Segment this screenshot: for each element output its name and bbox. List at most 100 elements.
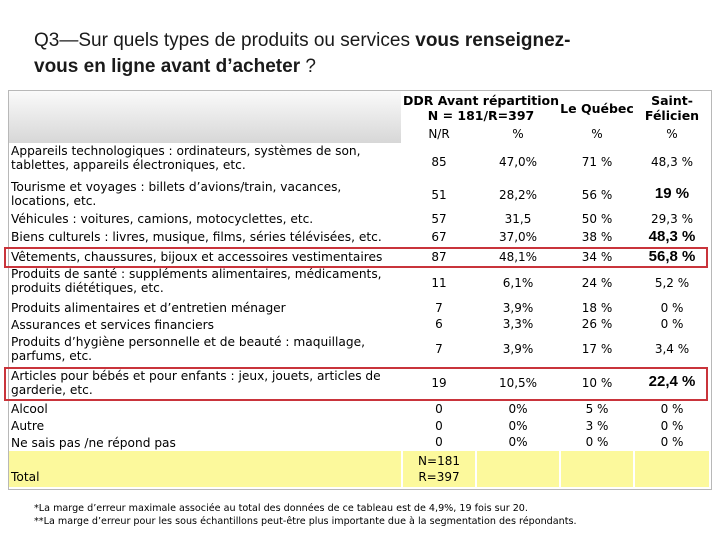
header-ddr: DDR Avant répartition N = 181/R=397 [403, 93, 559, 123]
cell-pct: 28,2% [498, 188, 538, 202]
cell-nr: 7 [435, 301, 443, 315]
row-label-hygiene: Produits d’hygiène personnelle et de bea… [11, 335, 401, 363]
row-label-assurances: Assurances et services financiers [11, 318, 214, 332]
table-frame [8, 90, 712, 490]
header-ddr-line2: N = 181/R=397 [427, 108, 535, 123]
label-header-gradient [9, 91, 401, 143]
subheader-pct: % [512, 127, 524, 141]
cell-qc: 38 % [581, 230, 613, 244]
header-quebec: Le Québec [560, 101, 634, 116]
row-label-total: Total [11, 470, 40, 484]
cell-nr: 87 [431, 250, 447, 264]
header-saint-felicien: Saint- Félicien [635, 93, 709, 123]
cell-sf: 48,3 % [651, 155, 693, 169]
cell-sf-emphasis: 19 % [654, 185, 690, 202]
cell-pct: 37,0% [498, 230, 538, 244]
header-ddr-line1: DDR Avant répartition [403, 93, 559, 108]
cell-qc: 50 % [581, 212, 613, 226]
row-label-line: locations, etc. [11, 194, 97, 209]
cell-pct: 0% [508, 402, 528, 416]
cell-sf: 29,3 % [651, 212, 693, 226]
row-label-alcool: Alcool [11, 402, 48, 416]
highlight-vetements-row [4, 247, 708, 268]
cell-qc: 24 % [581, 276, 613, 290]
row-label-nsp: Ne sais pas /ne répond pas [11, 436, 176, 450]
total-n-line1: N=181 [418, 454, 460, 468]
cell-sf: 0 % [660, 435, 684, 449]
cell-sf: 0 % [660, 317, 684, 331]
cell-qc: 56 % [581, 188, 613, 202]
cell-nr: 0 [435, 419, 443, 433]
cell-qc: 0 % [585, 435, 609, 449]
row-label-line: Appareils technologiques : ordinateurs, … [11, 144, 361, 158]
cell-nr: 57 [431, 212, 447, 226]
row-label-vehicules: Véhicules : voitures, camions, motocycle… [11, 212, 314, 226]
total-sf-band [635, 451, 709, 487]
row-label-line: Produits de santé : suppléments alimenta… [11, 267, 382, 281]
header-stfel-line2: Félicien [644, 108, 700, 123]
total-n-line2: R=397 [418, 470, 460, 484]
cell-sf: 0 % [660, 301, 684, 315]
cell-sf: 5,2 % [654, 276, 690, 290]
cell-qc: 5 % [585, 402, 609, 416]
cell-nr: 85 [431, 155, 447, 169]
cell-pct: 0% [508, 435, 528, 449]
row-label-tourisme: Tourisme et voyages : billets d’avions/t… [11, 180, 401, 208]
title-prefix: Q3—Sur quels types de produits ou servic… [34, 30, 416, 51]
cell-nr: 0 [435, 435, 443, 449]
cell-sf: 0 % [660, 402, 684, 416]
title-bold-2: vous en ligne avant d’acheter [34, 56, 301, 77]
row-label-line: produits diététiques, etc. [11, 281, 164, 296]
cell-pct: 3,9% [502, 342, 534, 356]
footnote-2: **La marge d’erreur pour les sous échant… [34, 516, 577, 527]
title-bold-1: vous renseignez- [415, 30, 571, 51]
cell-pct: 3,9% [502, 301, 534, 315]
cell-sf: 3,4 % [654, 342, 690, 356]
cell-sf: 0 % [660, 419, 684, 433]
total-nr-band [403, 451, 475, 487]
cell-qc: 26 % [581, 317, 613, 331]
title-suffix: ? [300, 56, 316, 77]
slide-title: Q3—Sur quels types de produits ou servic… [34, 28, 684, 80]
cell-qc: 71 % [581, 155, 613, 169]
row-label-appareils: Appareils technologiques : ordinateurs, … [11, 144, 401, 172]
row-label-line: Produits d’hygiène personnelle et de bea… [11, 335, 365, 349]
cell-pct: 10,5% [498, 376, 538, 390]
row-label-bebes: Articles pour bébés et pour enfants : je… [11, 369, 401, 397]
row-label-vetements: Vêtements, chaussures, bijoux et accesso… [11, 250, 383, 264]
cell-qc: 18 % [581, 301, 613, 315]
footnote-1: *La marge d’erreur maximale associée au … [34, 503, 528, 514]
cell-nr: 11 [431, 276, 447, 290]
table-label-column [9, 91, 401, 487]
cell-nr: 7 [435, 342, 443, 356]
header-stfel-line1: Saint- [651, 93, 693, 108]
cell-sf-emphasis: 22,4 % [648, 373, 696, 390]
row-label-line: garderie, etc. [11, 383, 93, 398]
total-label-band [9, 451, 401, 487]
cell-pct: 0% [508, 419, 528, 433]
cell-pct: 31,5 [504, 212, 532, 226]
cell-qc: 3 % [585, 419, 609, 433]
subheader-sf-pct: % [666, 127, 678, 141]
row-label-sante: Produits de santé : suppléments alimenta… [11, 267, 401, 295]
subheader-nr: N/R [428, 127, 450, 141]
highlight-bebes-row [4, 367, 708, 401]
row-label-line: parfums, etc. [11, 349, 93, 364]
cell-total-n: N=181 R=397 [403, 453, 475, 485]
row-label-biens-culturels: Biens culturels : livres, musique, films… [11, 230, 382, 244]
cell-nr: 0 [435, 402, 443, 416]
total-qc-band [561, 451, 633, 487]
row-label-line: tablettes, appareils électroniques, etc. [11, 158, 246, 173]
cell-pct: 3,3% [502, 317, 534, 331]
cell-qc: 34 % [581, 250, 613, 264]
row-label-line: Tourisme et voyages : billets d’avions/t… [11, 180, 342, 194]
total-pct-band [477, 451, 559, 487]
cell-nr: 6 [435, 317, 443, 331]
cell-qc: 17 % [581, 342, 613, 356]
row-label-line: Articles pour bébés et pour enfants : je… [11, 369, 381, 383]
row-label-alimentaires: Produits alimentaires et d’entretien mén… [11, 301, 286, 315]
cell-qc: 10 % [581, 376, 613, 390]
cell-pct: 47,0% [498, 155, 538, 169]
cell-sf-emphasis: 56,8 % [648, 248, 696, 265]
cell-pct: 6,1% [502, 276, 534, 290]
